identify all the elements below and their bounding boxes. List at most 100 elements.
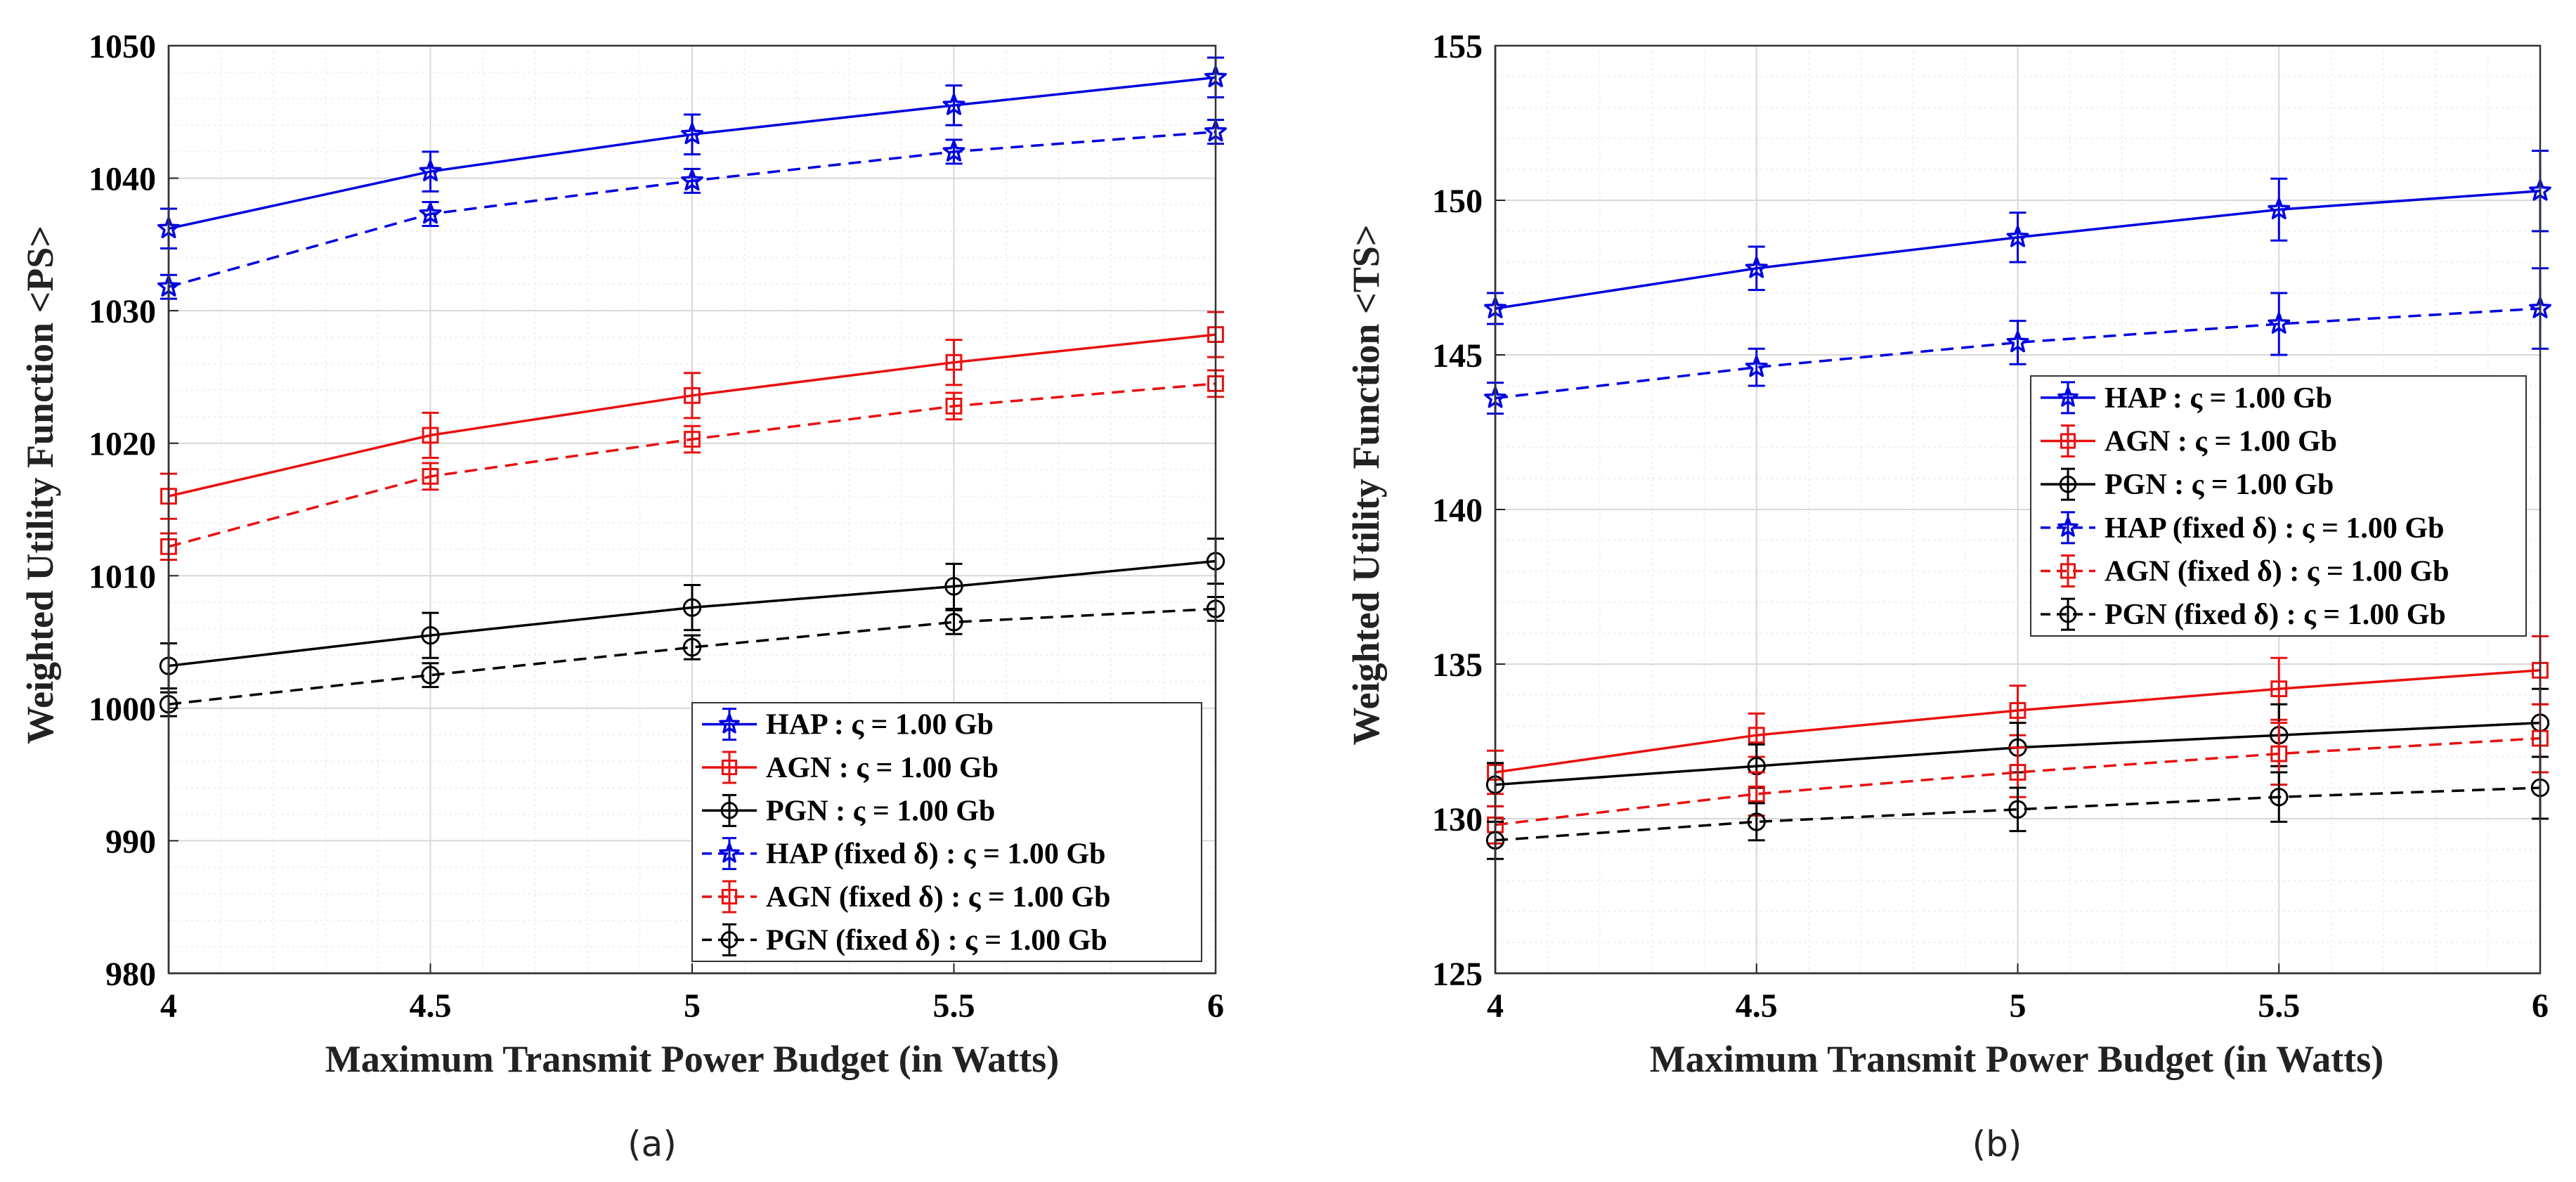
data-point-marker [421, 625, 440, 645]
x-tick-label: 6 [1207, 987, 1224, 1025]
x-tick-label: 4.5 [1736, 987, 1778, 1025]
x-tick-label: 5 [2010, 987, 2027, 1025]
x-tick-label: 4.5 [410, 987, 452, 1025]
legend-marker [721, 759, 738, 776]
legend-marker [2060, 563, 2076, 579]
x-tick-label: 4 [160, 987, 177, 1025]
data-point-marker [419, 202, 442, 224]
y-tick-label: 125 [1432, 956, 1483, 993]
data-point-marker [1745, 355, 1768, 377]
y-tick-label: 1000 [89, 691, 156, 728]
legend-entry-label: AGN : ς = 1.00 Gb [2105, 426, 2337, 458]
legend-marker [2059, 475, 2077, 493]
x-axis-label-b: Maximum Transmit Power Budget (in Watts) [1650, 1038, 2383, 1080]
series-line [1495, 307, 2541, 400]
data-point-marker [2268, 312, 2291, 334]
y-tick-label: 980 [105, 956, 156, 993]
y-tick-label: 1030 [89, 293, 156, 330]
series-star-fixed-3 [157, 119, 1227, 300]
data-point-marker [684, 387, 701, 404]
data-point-marker [944, 613, 963, 632]
legend-marker [2059, 605, 2077, 623]
x-tick-label: 5 [684, 987, 701, 1025]
legend-marker [2060, 433, 2076, 449]
data-point-marker [682, 637, 702, 657]
x-tick-label: 4 [1487, 987, 1504, 1025]
y-tick-label: 145 [1432, 337, 1483, 375]
y-tick-label: 140 [1432, 492, 1483, 529]
x-tick-label: 6 [2532, 987, 2549, 1025]
legend-entry-label: HAP (fixed δ) : ς = 1.00 Gb [766, 838, 1105, 871]
legend-entry-label: HAP (fixed δ) : ς = 1.00 Gb [2105, 512, 2444, 545]
series-square-1 [160, 311, 1224, 520]
legend-entry-label: PGN : ς = 1.00 Gb [766, 795, 995, 827]
chart-panel-a: Maximum Transmit Power Budget (in Watts)… [19, 28, 1227, 1164]
plot-area-b: 4 4.5 5 5.5 6 125 130 135 140 145 150 155 HAP : ς = … [1432, 28, 2551, 1025]
y-tick-label: 1040 [89, 161, 156, 198]
data-point-marker [2006, 226, 2029, 247]
data-point-marker [422, 427, 439, 444]
series-circle-fixed-5 [1485, 755, 2550, 860]
y-tick-label: 1050 [89, 28, 156, 65]
data-point-marker [1748, 727, 1765, 744]
y-tick-label: 155 [1432, 28, 1483, 65]
data-point-marker [1748, 785, 1765, 803]
legend-b: HAP : ς = 1.00 Gb AGN : ς = 1.00 Gb PGN : … [2030, 375, 2527, 637]
data-point-marker [942, 93, 965, 115]
legend-entry-label: AGN (fixed δ) : ς = 1.00 Gb [766, 881, 1110, 914]
data-point-marker [2270, 788, 2289, 807]
series-line [1495, 786, 2541, 842]
data-point-marker [419, 160, 442, 181]
plot-frame [1494, 44, 2542, 975]
data-point-marker [2009, 702, 2027, 719]
caption-a: (a) [627, 1124, 677, 1164]
legend-entry-label: AGN : ς = 1.00 Gb [766, 752, 998, 784]
x-axis-label-a: Maximum Transmit Power Budget (in Watts) [325, 1038, 1059, 1080]
plot-area-a: 4 4.5 5 5.5 6 980 990 1000 1010 1020 1030 1040 1050 H… [89, 28, 1227, 1025]
data-point-marker [1747, 812, 1766, 831]
plot-frame [167, 44, 1217, 975]
y-tick-label: 150 [1432, 183, 1483, 220]
legend-entry-label: PGN (fixed δ) : ς = 1.00 Gb [2105, 599, 2446, 631]
legend-marker [720, 802, 739, 819]
y-axis-label-b: Weighted Utility Function <TS> [1345, 224, 1387, 745]
series-line [168, 607, 1216, 706]
legend-entry-label: HAP : ς = 1.00 Gb [766, 709, 994, 741]
data-point-marker [945, 353, 963, 371]
y-tick-label: 1020 [89, 426, 156, 463]
legend-marker [2057, 517, 2079, 537]
data-point-marker [944, 577, 963, 596]
caption-b: (b) [1972, 1124, 2022, 1164]
y-tick-label: 130 [1432, 801, 1483, 838]
data-point-marker [945, 398, 963, 415]
data-point-marker [422, 467, 439, 485]
legend-box [691, 702, 1202, 962]
series-line [1495, 736, 2541, 826]
legend-box [2030, 375, 2527, 637]
data-point-marker [2009, 764, 2027, 781]
data-point-marker [2270, 745, 2288, 762]
data-point-marker [1745, 256, 1768, 278]
y-tick-label: 990 [105, 823, 156, 860]
legend-entry-label: HAP : ς = 1.00 Gb [2105, 382, 2332, 415]
data-point-marker [684, 431, 701, 448]
data-point-marker [2270, 680, 2288, 698]
data-point-marker [681, 122, 703, 145]
data-point-marker [2008, 800, 2027, 819]
legend-marker [719, 713, 740, 734]
legend-entry-label: AGN (fixed δ) : ς = 1.00 Gb [2105, 556, 2449, 588]
legend-marker [2057, 387, 2079, 407]
x-tick-label: 5.5 [2258, 987, 2300, 1025]
y-axis-label-a: Weighted Utility Function <PS> [19, 226, 61, 744]
data-point-marker [421, 665, 440, 684]
data-point-marker [942, 140, 965, 162]
legend-a: HAP : ς = 1.00 Gb AGN : ς = 1.00 Gb PGN : … [691, 702, 1202, 962]
legend-marker [719, 843, 740, 863]
legend-entry-label: PGN (fixed δ) : ς = 1.00 Gb [766, 924, 1107, 956]
x-tick-label: 5.5 [933, 987, 975, 1025]
chart-panel-b: Maximum Transmit Power Budget (in Watts)… [1345, 28, 2551, 1164]
legend-entry-label: PGN : ς = 1.00 Gb [2105, 469, 2334, 501]
y-tick-label: 135 [1432, 647, 1483, 684]
data-point-marker [2006, 330, 2029, 353]
